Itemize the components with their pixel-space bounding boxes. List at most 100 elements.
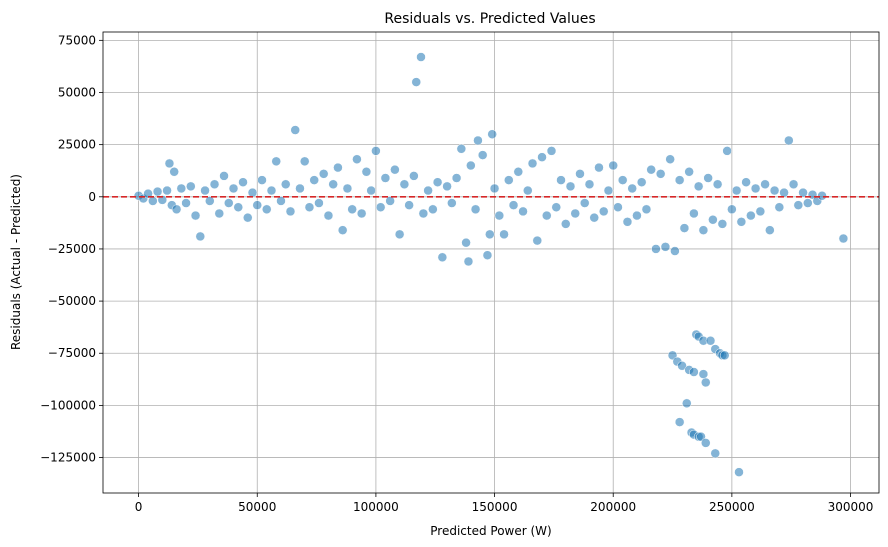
data-point [205, 196, 215, 206]
data-point [613, 202, 623, 212]
data-point [660, 242, 671, 252]
data-point [561, 219, 571, 229]
x-tick-label: 250000 [709, 500, 755, 514]
data-point [651, 244, 661, 254]
data-point [489, 183, 500, 194]
data-point [342, 183, 353, 194]
data-point [162, 185, 172, 196]
data-point [280, 179, 291, 190]
data-point [463, 256, 474, 267]
data-point [323, 210, 334, 221]
data-point [447, 198, 457, 208]
data-point [200, 185, 210, 196]
data-point [760, 179, 770, 190]
x-tick-label: 0 [135, 500, 143, 514]
y-tick-label: −125000 [40, 451, 96, 465]
data-point [527, 158, 538, 169]
data-point [689, 367, 699, 377]
plot-frame [102, 31, 880, 494]
data-point [390, 164, 400, 175]
data-point [679, 223, 690, 233]
data-point [565, 181, 576, 192]
data-point [385, 196, 395, 206]
data-point [418, 208, 429, 219]
data-point [717, 219, 728, 229]
x-tick-label: 100000 [353, 500, 399, 514]
data-point [276, 196, 286, 206]
data-point [318, 169, 329, 179]
data-point [693, 181, 704, 192]
data-point [186, 181, 196, 192]
data-point [617, 175, 628, 185]
data-point [722, 146, 732, 156]
data-point [798, 187, 808, 198]
data-point [684, 167, 694, 177]
data-point [689, 208, 699, 219]
x-tick-label: 200000 [590, 500, 636, 514]
data-point [347, 204, 357, 215]
data-point [750, 183, 761, 194]
y-tick-label: 50000 [58, 85, 96, 99]
data-point [655, 169, 666, 179]
data-point [698, 369, 709, 379]
data-point [399, 179, 410, 190]
data-point [589, 212, 599, 223]
y-tick-label: −50000 [48, 294, 96, 308]
data-point [755, 206, 766, 217]
data-point [356, 208, 367, 219]
y-axis-label: Residuals (Actual - Predicted) [9, 174, 23, 350]
data-point [299, 156, 310, 167]
data-point [513, 167, 524, 177]
data-point [482, 250, 493, 260]
data-point [214, 208, 225, 219]
data-point [219, 171, 229, 181]
data-point [703, 173, 713, 183]
data-point [477, 150, 488, 160]
data-point [437, 252, 448, 263]
data-point [257, 175, 267, 185]
y-tick-label: 0 [88, 190, 96, 204]
data-point [157, 195, 168, 205]
data-point [295, 183, 305, 194]
data-point [710, 448, 721, 459]
data-point [542, 210, 552, 221]
data-point [546, 146, 557, 156]
data-point [143, 188, 153, 199]
data-point [793, 200, 804, 210]
data-point [394, 229, 405, 240]
data-point [698, 225, 709, 235]
data-point [428, 204, 438, 215]
data-point [632, 210, 642, 221]
data-point [746, 210, 756, 221]
data-point [309, 175, 319, 185]
data-point [171, 204, 182, 215]
y-tick-label: 75000 [58, 33, 96, 47]
data-point [238, 177, 248, 187]
data-point [485, 229, 495, 240]
data-point [169, 167, 179, 177]
x-tick-label: 300000 [828, 500, 874, 514]
data-point [575, 169, 585, 179]
data-point [243, 212, 253, 223]
data-point [803, 198, 813, 208]
data-point [473, 135, 483, 146]
data-point [504, 175, 514, 185]
data-point [252, 200, 263, 210]
data-point [769, 185, 780, 196]
data-point [337, 225, 348, 235]
data-point [304, 202, 315, 212]
data-point [456, 144, 467, 154]
data-point [622, 217, 633, 227]
data-point [712, 179, 723, 190]
data-point [494, 210, 505, 221]
data-point [677, 361, 687, 371]
data-point [371, 146, 381, 156]
data-point [328, 179, 338, 190]
y-tick-label: −100000 [40, 398, 96, 412]
data-point [209, 179, 220, 190]
data-point [181, 198, 191, 208]
data-point [594, 162, 604, 173]
data-point [665, 154, 675, 164]
data-point [784, 135, 794, 146]
